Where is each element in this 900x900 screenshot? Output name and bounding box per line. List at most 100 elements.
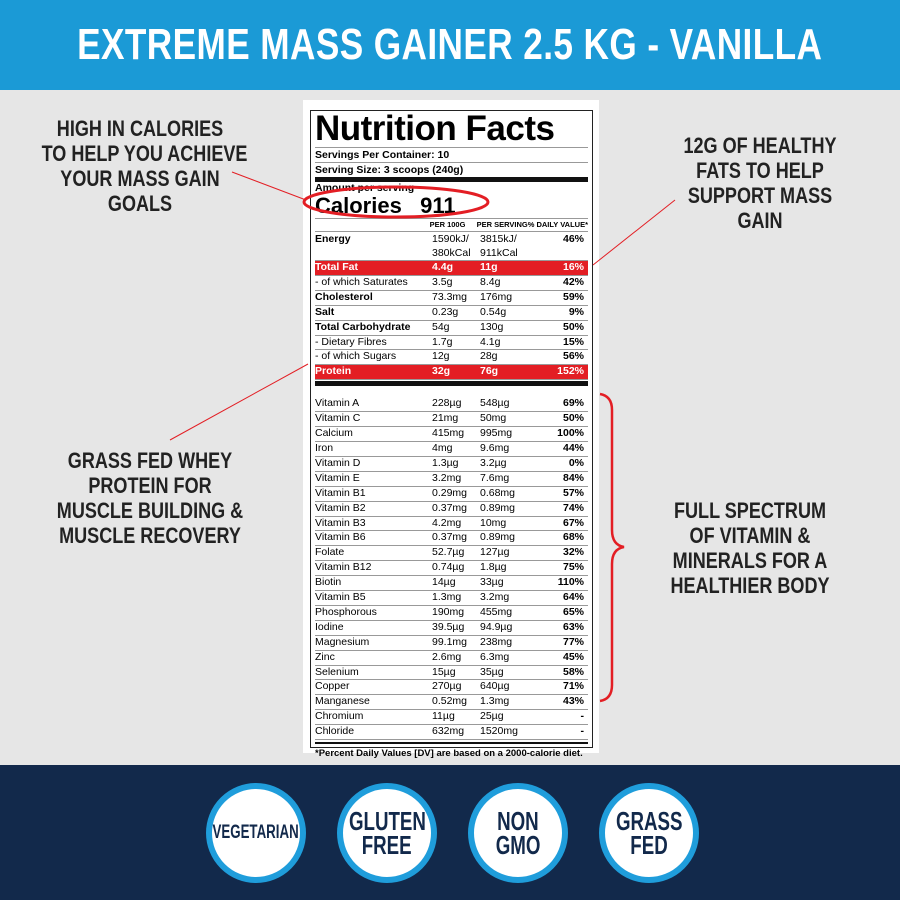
nutrient-name: Biotin bbox=[315, 576, 342, 589]
nutrient-row: Chloride 632mg 1520mg - bbox=[315, 725, 588, 741]
nutrient-row: Vitamin B6 0.37mg 0.89mg 68% bbox=[315, 531, 588, 547]
daily-value: 68% bbox=[562, 531, 584, 544]
callout-line: FULL SPECTRUM bbox=[673, 498, 827, 523]
callout-line: PROTEIN FOR bbox=[88, 473, 212, 498]
badge-text: FREE bbox=[362, 830, 412, 860]
daily-value: 110% bbox=[557, 576, 584, 589]
nutrient-row: - Dietary Fibres 1.7g 4.1g 15% bbox=[315, 336, 588, 351]
per-100g: 1.3µg bbox=[432, 456, 459, 469]
per-100g: 1.3mg bbox=[432, 591, 462, 604]
value: 911kCal bbox=[480, 247, 518, 259]
per-serving: 3.2mg bbox=[480, 591, 510, 604]
nutrient-row: Phosphorous 190mg 455mg 65% bbox=[315, 606, 588, 621]
nutrient-name: - of which Sugars bbox=[315, 350, 397, 363]
daily-value: 67% bbox=[562, 516, 584, 529]
nutrient-name: Salt bbox=[315, 305, 335, 318]
per-serving: 0.54g bbox=[480, 305, 507, 318]
nutrient-name: Zinc bbox=[315, 650, 335, 663]
nutrient-name: Magnesium bbox=[315, 635, 370, 648]
nutrient-row: Calcium 415mg 995mg 100% bbox=[315, 427, 588, 442]
per-serving: 3815kJ/911kCal bbox=[480, 232, 532, 260]
brace-icon bbox=[599, 392, 625, 703]
per-100g: 99.1mg bbox=[432, 635, 468, 648]
callout-line: YOUR MASS GAIN bbox=[60, 166, 220, 191]
footer-band bbox=[0, 765, 900, 900]
daily-value: 46% bbox=[562, 233, 584, 245]
daily-value: - bbox=[580, 725, 585, 738]
nutrient-name: Vitamin B12 bbox=[315, 561, 372, 574]
nutrient-row: Chromium 11µg 25µg - bbox=[315, 710, 588, 726]
nutrient-name: Total Carbohydrate bbox=[315, 320, 411, 333]
per-serving: 1.8µg bbox=[480, 561, 507, 574]
col-daily-value: % DAILY VALUE* bbox=[527, 220, 588, 229]
nutrient-name: Vitamin C bbox=[315, 412, 361, 425]
daily-value: 42% bbox=[562, 275, 584, 288]
nutrient-row: Vitamin B3 4.2mg 10mg 67% bbox=[315, 517, 588, 532]
per-serving: 9.6mg bbox=[480, 441, 510, 454]
per-serving: 28g bbox=[480, 350, 498, 363]
nutrient-name: Calcium bbox=[315, 427, 353, 440]
nutrient-name: Protein bbox=[315, 365, 352, 378]
nutrient-row: Folate 52.7µg 127µg 32% bbox=[315, 546, 588, 562]
nutrient-row: Vitamin D 1.3µg 3.2µg 0% bbox=[315, 457, 588, 472]
daily-value: - bbox=[580, 710, 585, 723]
daily-value: 65% bbox=[562, 605, 584, 618]
per-serving: 33µg bbox=[480, 576, 504, 589]
per-serving: 548µg bbox=[480, 397, 510, 410]
callout-line: MUSCLE RECOVERY bbox=[59, 523, 241, 548]
nutrient-name: Selenium bbox=[315, 665, 359, 678]
divider bbox=[315, 381, 588, 387]
per-100g: 0.29mg bbox=[432, 486, 468, 499]
nutrient-name: Vitamin B6 bbox=[315, 531, 366, 544]
badge-text: NON bbox=[497, 806, 539, 836]
per-100g: 3.5g bbox=[432, 275, 453, 288]
daily-value: 43% bbox=[562, 695, 584, 708]
daily-value: 0% bbox=[568, 456, 584, 469]
daily-value: 56% bbox=[562, 350, 584, 363]
badge-text: GLUTEN bbox=[348, 806, 426, 836]
nutrient-name: Folate bbox=[315, 546, 345, 559]
daily-value: 69% bbox=[562, 397, 584, 410]
daily-value: 77% bbox=[562, 635, 584, 648]
per-100g: 52.7µg bbox=[432, 546, 465, 559]
callout-fats: 12G OF HEALTHY FATS TO HELP SUPPORT MASS GA… bbox=[650, 133, 870, 233]
per-100g: 14µg bbox=[432, 576, 456, 589]
daily-value: 57% bbox=[562, 486, 584, 499]
nutrient-name: Vitamin B3 bbox=[315, 516, 366, 529]
nutrient-row: Protein 32g 76g 152% bbox=[315, 365, 588, 381]
per-100g: 1590kJ/380kCal bbox=[432, 232, 480, 260]
per-100g: 270µg bbox=[432, 680, 462, 693]
callout-line: GOALS bbox=[107, 191, 173, 216]
per-100g: 0.37mg bbox=[432, 531, 468, 544]
per-serving: 8.4g bbox=[480, 275, 501, 288]
micros-table: Vitamin A 228µg 548µg 69% Vitamin C 21mg 50mg 5… bbox=[315, 397, 588, 741]
pointer-line bbox=[231, 171, 307, 201]
per-serving: 25µg bbox=[480, 710, 504, 723]
per-100g: 228µg bbox=[432, 397, 462, 410]
daily-value: 50% bbox=[562, 412, 584, 425]
pointer-line bbox=[169, 363, 309, 441]
nutrient-name: Energy bbox=[315, 233, 351, 245]
nutrient-row: Zinc 2.6mg 6.3mg 45% bbox=[315, 651, 588, 666]
column-headers: PER 100G PER SERVING% DAILY VALUE* bbox=[315, 219, 588, 232]
badge-non-gmo: NON GMO bbox=[468, 783, 568, 883]
nutrient-name: Iron bbox=[315, 441, 334, 454]
daily-value: 32% bbox=[562, 546, 584, 559]
daily-value: 58% bbox=[562, 665, 584, 678]
nutrient-row: Vitamin B1 0.29mg 0.68mg 57% bbox=[315, 487, 588, 502]
nutrient-name: Copper bbox=[315, 680, 350, 693]
per-100g: 21mg bbox=[432, 412, 459, 425]
badge-text: GRASS bbox=[615, 806, 683, 836]
per-100g: 73.3mg bbox=[432, 290, 468, 303]
per-serving: 130g bbox=[480, 320, 504, 333]
nutrient-row: - of which Saturates 3.5g 8.4g 42% bbox=[315, 276, 588, 291]
nutrient-row: Vitamin A 228µg 548µg 69% bbox=[315, 397, 588, 413]
nutrient-row: Vitamin B5 1.3mg 3.2mg 64% bbox=[315, 591, 588, 606]
nutrient-row: Iodine 39.5µg 94.9µg 63% bbox=[315, 621, 588, 636]
per-serving: 127µg bbox=[480, 546, 510, 559]
per-serving: 11g bbox=[480, 261, 498, 273]
nutrient-name: Vitamin E bbox=[315, 471, 360, 484]
nutrient-name: Phosphorous bbox=[315, 605, 377, 618]
per-serving: 0.89mg bbox=[480, 501, 516, 514]
